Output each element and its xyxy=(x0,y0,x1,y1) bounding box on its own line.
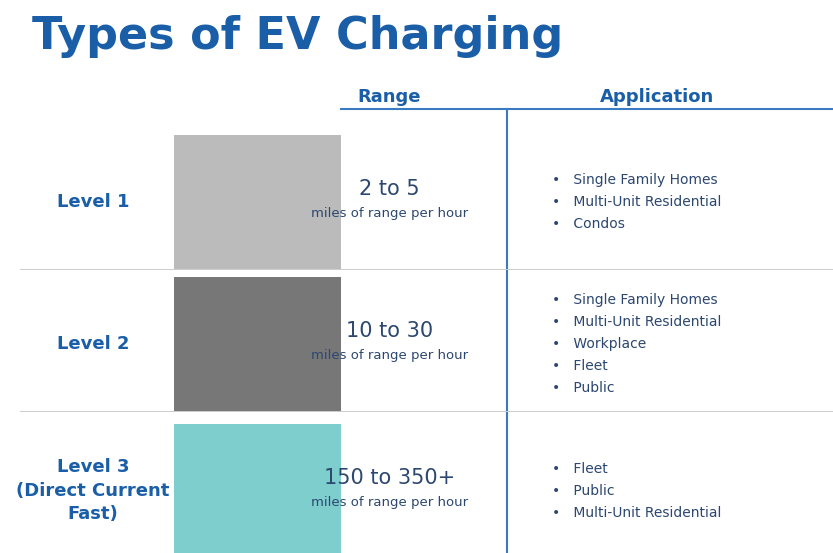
Text: Application: Application xyxy=(600,88,714,106)
Text: •   Condos: • Condos xyxy=(551,217,625,231)
Text: •   Public: • Public xyxy=(551,381,614,395)
Text: 2 to 5: 2 to 5 xyxy=(359,179,420,199)
Text: Level 3
(Direct Current
Fast): Level 3 (Direct Current Fast) xyxy=(17,458,170,523)
FancyBboxPatch shape xyxy=(174,135,341,269)
Text: •   Fleet: • Fleet xyxy=(551,359,607,373)
Text: •   Multi-Unit Residential: • Multi-Unit Residential xyxy=(551,505,721,520)
Text: •   Public: • Public xyxy=(551,484,614,498)
Text: •   Workplace: • Workplace xyxy=(551,337,646,351)
FancyBboxPatch shape xyxy=(174,424,341,553)
Text: •   Single Family Homes: • Single Family Homes xyxy=(551,173,717,187)
Text: •   Fleet: • Fleet xyxy=(551,462,607,476)
Text: Level 2: Level 2 xyxy=(57,335,129,353)
Text: Level 1: Level 1 xyxy=(57,193,129,211)
Text: miles of range per hour: miles of range per hour xyxy=(311,207,468,220)
Text: miles of range per hour: miles of range per hour xyxy=(311,349,468,362)
FancyBboxPatch shape xyxy=(174,277,341,411)
Text: miles of range per hour: miles of range per hour xyxy=(311,495,468,509)
Text: Range: Range xyxy=(357,88,421,106)
Text: •   Multi-Unit Residential: • Multi-Unit Residential xyxy=(551,315,721,328)
Text: •   Multi-Unit Residential: • Multi-Unit Residential xyxy=(551,195,721,209)
Text: Types of EV Charging: Types of EV Charging xyxy=(32,14,563,58)
Text: 10 to 30: 10 to 30 xyxy=(346,321,433,341)
Text: 150 to 350+: 150 to 350+ xyxy=(324,467,455,488)
Text: •   Single Family Homes: • Single Family Homes xyxy=(551,293,717,307)
